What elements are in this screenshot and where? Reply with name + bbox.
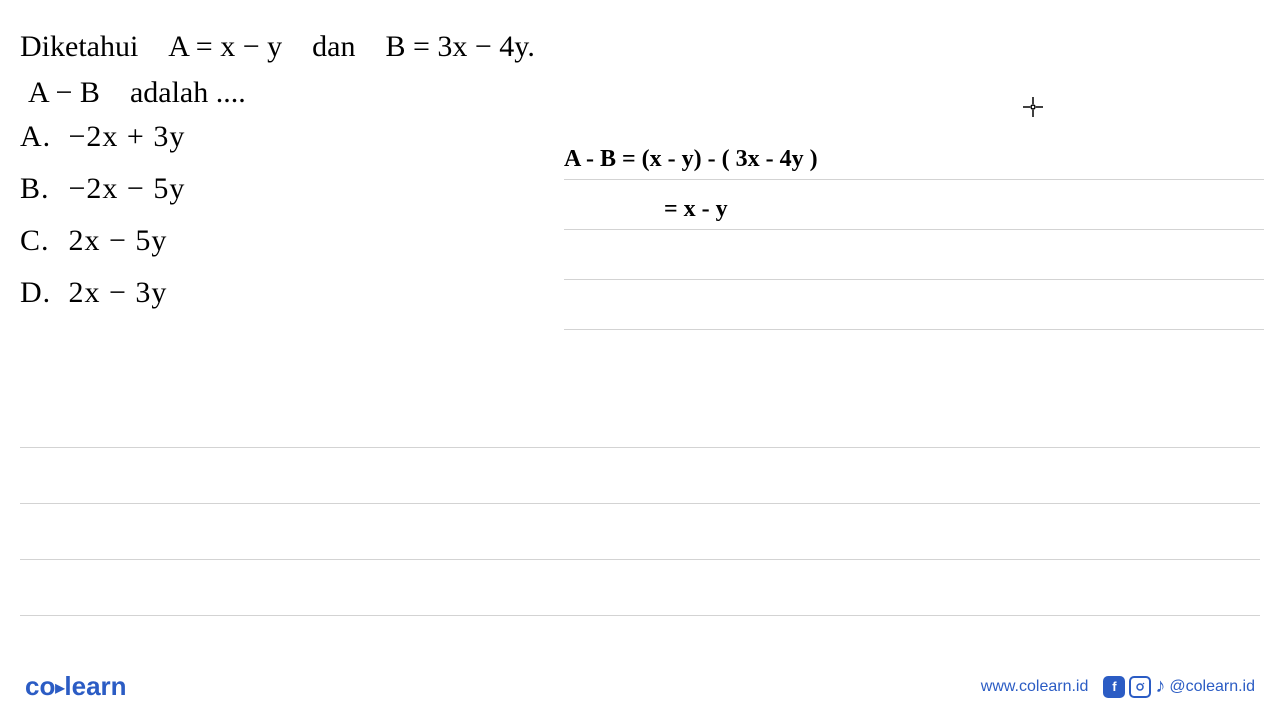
- ruled-line: [20, 448, 1260, 504]
- tiktok-icon: ♪: [1155, 675, 1165, 698]
- handwritten-step-2: = x - y: [664, 196, 728, 223]
- option-text: −2x + 3y: [69, 120, 186, 153]
- option-label: D.: [20, 276, 60, 310]
- logo-part-1: co: [25, 671, 55, 701]
- option-text: 2x − 5y: [69, 224, 168, 257]
- ruled-line: [20, 392, 1260, 448]
- cursor-crosshair-icon: [1021, 95, 1045, 124]
- footer: co▸learn www.colearn.id f ♪ @colearn.id: [0, 671, 1280, 702]
- bottom-ruled-area: [20, 392, 1260, 616]
- ruled-line: [20, 504, 1260, 560]
- question-line-1: Diketahui A = x − y dan B = 3x − 4y.: [20, 30, 1260, 64]
- handwritten-step-1: A - B = (x - y) - ( 3x - 4y ): [564, 146, 818, 173]
- option-label: C.: [20, 224, 60, 258]
- ruled-line: A - B = (x - y) - ( 3x - 4y ): [564, 130, 1264, 180]
- handwriting-work-area: A - B = (x - y) - ( 3x - 4y ) = x - y: [564, 130, 1264, 330]
- ruled-line: [20, 560, 1260, 616]
- logo-part-2: learn: [64, 671, 126, 701]
- footer-right: www.colearn.id f ♪ @colearn.id: [981, 675, 1255, 698]
- social-icons: f ♪ @colearn.id: [1103, 675, 1255, 698]
- option-label: A.: [20, 120, 60, 154]
- instagram-icon: [1129, 676, 1151, 698]
- ruled-line: [564, 230, 1264, 280]
- social-handle: @colearn.id: [1169, 678, 1255, 696]
- facebook-icon: f: [1103, 676, 1125, 698]
- question-line-2: A − B adalah ....: [20, 76, 1260, 110]
- option-text: −2x − 5y: [69, 172, 186, 205]
- ruled-line: = x - y: [564, 180, 1264, 230]
- option-label: B.: [20, 172, 60, 206]
- website-url: www.colearn.id: [981, 678, 1089, 696]
- colearn-logo: co▸learn: [25, 671, 127, 702]
- option-text: 2x − 3y: [69, 276, 168, 309]
- ruled-line: [564, 280, 1264, 330]
